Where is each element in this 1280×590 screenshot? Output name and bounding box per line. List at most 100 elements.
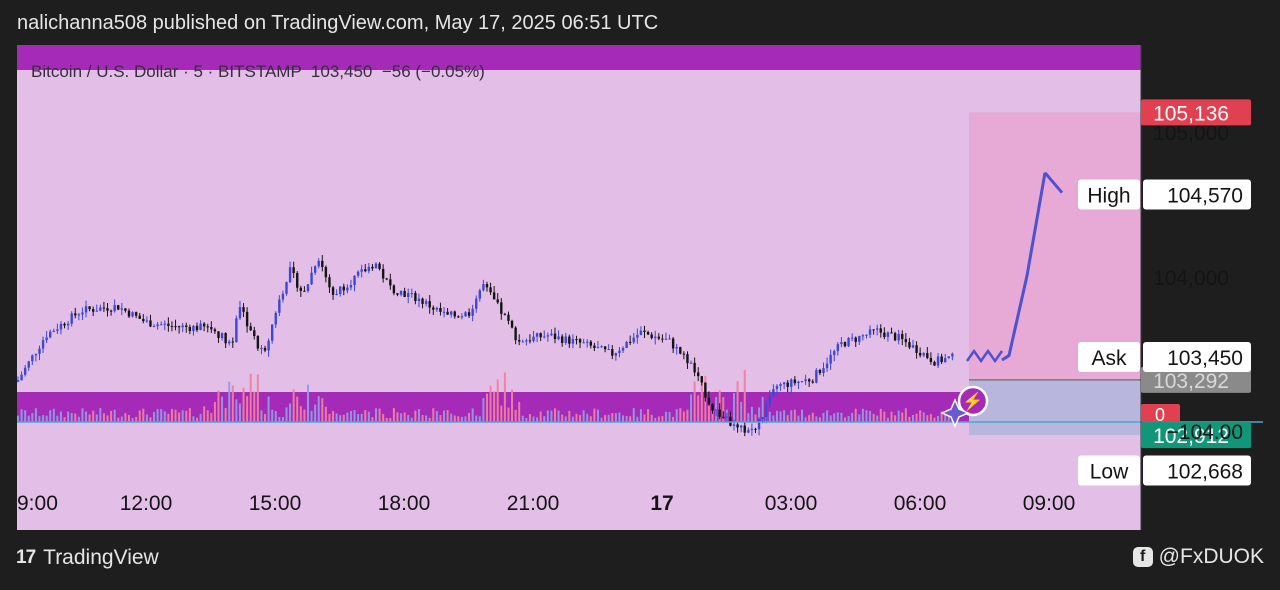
candle-body (414, 292, 417, 301)
volume-bar (310, 410, 313, 422)
volume-bar (353, 410, 356, 422)
candle-body (163, 323, 166, 325)
candle-body (31, 355, 34, 362)
candle-body (697, 372, 700, 377)
volume-bar (664, 411, 667, 422)
volume-bar (693, 381, 696, 422)
candle-body (313, 266, 317, 273)
candle-body (149, 320, 152, 327)
time-tick-label: 9:00 (17, 492, 58, 515)
volume-bar (278, 417, 281, 422)
volume-bar (557, 410, 560, 422)
candle-body (317, 260, 320, 267)
volume-bar (385, 417, 388, 422)
footer-social[interactable]: f @FxDUOK (1132, 545, 1264, 569)
volume-bar (142, 408, 145, 422)
candle-body (822, 368, 825, 374)
candle-body (353, 275, 356, 285)
candle-body (818, 369, 822, 374)
candle-body (890, 332, 893, 334)
candle-body (800, 381, 804, 383)
volume-bar (511, 389, 514, 422)
candle-body (84, 306, 88, 313)
candle-body (185, 325, 188, 327)
candle-body (711, 403, 714, 411)
volume-bar (675, 409, 678, 422)
candle-body (908, 342, 911, 348)
volume-bar (747, 413, 750, 422)
candle-body (74, 313, 77, 316)
candle-body (682, 353, 686, 355)
chart-area[interactable]: ⚡ 9:00 12:00 15:00 18:00 21:00 17 03:00 06:00 09… (16, 45, 1263, 530)
candle-body (471, 308, 474, 316)
indicator-value: 0 (1155, 405, 1165, 425)
volume-bar (63, 417, 66, 422)
volume-bar (349, 410, 352, 422)
volume-bar (181, 410, 184, 422)
candle-body (879, 328, 882, 333)
value-ask: 103,450 (1167, 347, 1243, 370)
volume-bar (400, 413, 403, 422)
tradingview-logo-icon: 17 (16, 547, 36, 568)
volume-bar (496, 379, 499, 422)
price-chart[interactable]: ⚡ 9:00 12:00 15:00 18:00 21:00 17 03:00 06:00 09… (16, 45, 1263, 530)
volume-bar (829, 415, 832, 422)
footer-brand[interactable]: 17 TradingView (16, 546, 159, 570)
candle-body (364, 269, 367, 272)
candle-body (725, 416, 729, 418)
candle-body (643, 330, 646, 332)
candle-body (664, 338, 668, 340)
candle-body (23, 367, 27, 375)
volume-bar (546, 410, 549, 422)
candle-body (310, 272, 313, 285)
volume-bar (127, 415, 130, 422)
volume-bar (192, 416, 195, 422)
volume-bar (661, 416, 664, 422)
candle-body (918, 352, 922, 356)
volume-bar (235, 399, 238, 422)
candle-body (768, 396, 771, 405)
value-low-box (1143, 455, 1251, 486)
time-tick-label: 21:00 (507, 492, 560, 515)
candle-body (407, 293, 410, 297)
volume-bar (847, 415, 850, 422)
volume-bar (99, 408, 102, 422)
volume-bar (779, 411, 782, 422)
volume-bar (403, 412, 406, 422)
candle-body (145, 320, 149, 322)
volume-bar (289, 403, 292, 422)
candle-body (625, 341, 628, 348)
candle-body (231, 341, 234, 343)
value-low: 102,668 (1167, 460, 1243, 483)
candle-body (49, 331, 52, 338)
indicator-value-badge (1141, 404, 1180, 422)
label-low-box (1078, 455, 1140, 486)
candle-body (539, 333, 542, 338)
candle-body (492, 292, 496, 300)
volume-bar (600, 417, 603, 422)
volume-bar (876, 415, 879, 422)
candle-body (650, 334, 653, 339)
volume-bar (346, 412, 349, 422)
volume-bar (772, 415, 775, 422)
volume-bar (392, 408, 395, 422)
candle-body (457, 316, 460, 318)
candle-body (933, 361, 936, 366)
entry-label: 103,292 (1153, 370, 1229, 393)
volume-bar (493, 391, 496, 422)
candle-body (70, 313, 73, 324)
volume-bar (156, 408, 159, 422)
candle-body (546, 335, 550, 337)
volume-bar (686, 409, 689, 422)
candle-body (20, 374, 23, 381)
volume-bar (471, 408, 474, 422)
volume-bar (328, 413, 331, 422)
volume-bar (253, 391, 256, 422)
stop-zone (969, 379, 1141, 436)
volume-bar (421, 415, 424, 422)
volume-bar (292, 389, 295, 422)
candle-body (815, 369, 818, 383)
volume-bar (532, 416, 535, 422)
volume-bar (775, 410, 778, 422)
candle-body (288, 267, 292, 283)
